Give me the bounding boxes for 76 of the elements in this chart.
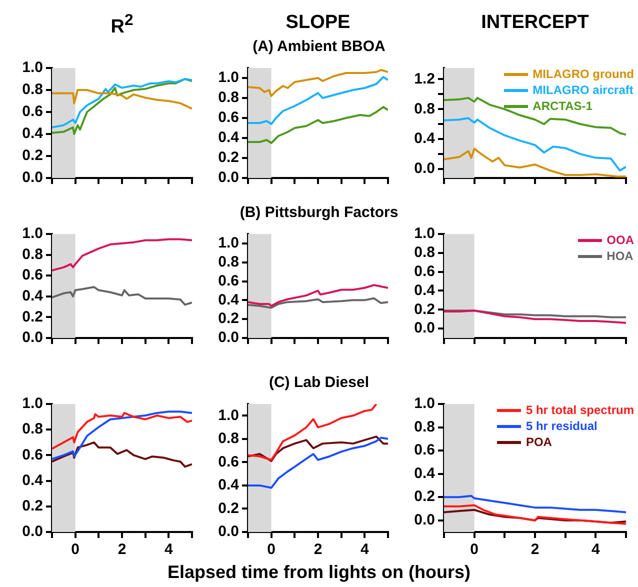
legend-label: ARCTAS-1 xyxy=(532,99,592,113)
legend-label: 5 hr residual xyxy=(526,419,598,433)
y-tick-label: 1.2 xyxy=(414,70,435,88)
x-tick-label: 0 xyxy=(71,541,80,558)
legend-label: 5 hr total spectrum xyxy=(526,403,634,417)
x-tick-label: 4 xyxy=(164,541,174,558)
y-tick-label: 0.6 xyxy=(218,453,239,470)
y-tick-label: 0.2 xyxy=(218,500,239,517)
y-tick-label: 0.0 xyxy=(218,329,239,346)
y-tick-label: 0.4 xyxy=(218,476,240,494)
x-tick-label: 0 xyxy=(267,541,276,558)
y-tick-label: 0.0 xyxy=(22,523,43,540)
y-tick-label: 0.2 xyxy=(414,488,435,506)
y-tick-label: 0.8 xyxy=(414,100,435,118)
legend-label: POA xyxy=(526,435,552,449)
y-tick-label: 1.0 xyxy=(218,69,239,86)
legend-label: MILAGRO aircraft xyxy=(532,83,634,97)
y-tick-label: 0.6 xyxy=(218,272,239,290)
chart-subtitle: (A) Ambient BBOA xyxy=(252,38,386,55)
y-tick-label: 0.6 xyxy=(22,446,43,464)
y-tick-label: 0.6 xyxy=(22,266,43,284)
y-tick-label: 1.0 xyxy=(218,234,239,252)
y-tick-label: 0.4 xyxy=(218,291,240,308)
y-tick-label: 0.0 xyxy=(218,169,239,186)
y-tick-label: 0.4 xyxy=(218,129,240,146)
x-axis-title: Elapsed time from lights on (hours) xyxy=(166,562,472,583)
y-tick-label: 0.0 xyxy=(218,523,239,540)
y-tick-label: 0.0 xyxy=(414,512,435,529)
y-tick-label: 0.6 xyxy=(414,442,435,459)
y-tick-label: 0.8 xyxy=(218,89,239,106)
chart-title: SLOPE xyxy=(284,12,352,34)
y-tick-label: 0.0 xyxy=(22,329,43,346)
y-tick-label: 0.2 xyxy=(218,149,239,166)
legend-label: MILAGRO ground xyxy=(532,67,634,81)
y-tick-label: 0.0 xyxy=(414,320,435,337)
y-tick-label: 0.8 xyxy=(218,430,239,448)
y-tick-label: 1.0 xyxy=(22,59,43,76)
chart-title: R$^{2}$ xyxy=(110,12,134,38)
x-tick-label: 2 xyxy=(118,541,126,558)
y-tick-label: 0.8 xyxy=(414,244,435,262)
y-tick-label: 0.4 xyxy=(414,464,436,482)
y-tick-label: 1.0 xyxy=(22,395,43,412)
y-tick-label: 0.4 xyxy=(414,282,436,299)
y-tick-label: 0.8 xyxy=(414,418,435,436)
chart-subtitle: (C) Lab Diesel xyxy=(268,374,370,391)
y-tick-label: 0.8 xyxy=(22,246,43,263)
y-tick-label: 0.4 xyxy=(22,125,44,142)
y-tick-label: 0.2 xyxy=(22,147,43,164)
y-tick-label: 0.6 xyxy=(218,109,239,126)
x-tick-label: 2 xyxy=(530,541,540,558)
y-tick-label: 0.6 xyxy=(22,103,43,120)
chart-subtitle: (B) Pittsburgh Factors xyxy=(238,204,400,221)
y-tick-label: 0.8 xyxy=(22,81,43,98)
legend-label: OOA xyxy=(606,233,634,247)
y-tick-label: 1.0 xyxy=(414,395,435,412)
y-tick-label: 0.4 xyxy=(414,130,436,148)
x-tick-label: 2 xyxy=(314,541,322,558)
chart-title: INTERCEPT xyxy=(480,12,590,34)
y-tick-label: 0.4 xyxy=(22,472,44,489)
y-tick-label: 0.6 xyxy=(414,262,435,280)
y-tick-label: 1.0 xyxy=(22,225,43,242)
y-tick-label: 0.0 xyxy=(22,169,43,186)
y-tick-label: 0.0 xyxy=(414,160,435,178)
y-tick-label: 0.8 xyxy=(218,254,239,271)
y-tick-label: 0.2 xyxy=(22,498,43,515)
y-tick-label: 0.2 xyxy=(22,308,43,326)
y-tick-label: 1.0 xyxy=(218,406,239,424)
y-tick-label: 0.2 xyxy=(414,300,435,318)
y-tick-label: 0.2 xyxy=(218,310,239,328)
legend-label: HOA xyxy=(606,249,634,263)
x-tick-label: 4 xyxy=(591,541,600,558)
x-tick-label: 4 xyxy=(360,541,370,558)
y-tick-label: 1.0 xyxy=(414,225,435,242)
y-tick-label: 0.4 xyxy=(22,288,44,305)
x-tick-label: 0 xyxy=(470,541,479,558)
y-tick-label: 0.8 xyxy=(22,420,43,438)
